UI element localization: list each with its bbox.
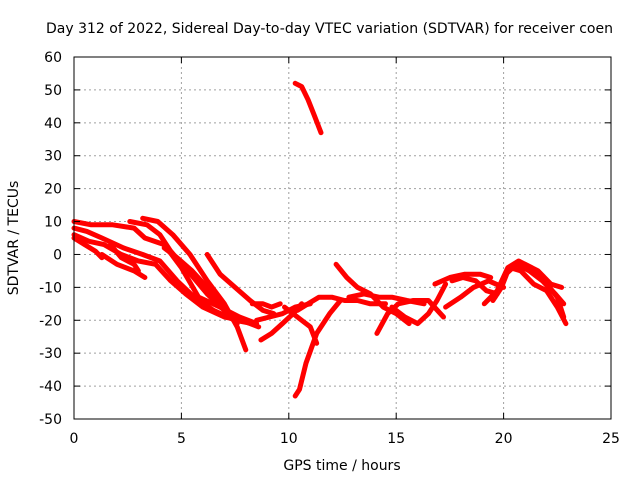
grid-lines	[74, 57, 611, 419]
series-line-arc-04	[71, 235, 105, 261]
x-tick-label: 25	[602, 431, 620, 447]
series-line-arc-27	[507, 265, 569, 327]
x-tick-label: 20	[495, 431, 513, 447]
y-tick-label: 0	[53, 247, 62, 263]
series-line-arc-11	[249, 301, 283, 310]
y-tick-label: 60	[44, 50, 62, 66]
y-tick-label: -10	[39, 280, 62, 296]
x-tick-labels: 0 5 10 15 20 25	[70, 431, 620, 447]
series-line-arc-17	[292, 80, 324, 136]
series-line-arc-21	[389, 281, 449, 327]
data-series	[71, 80, 569, 399]
y-axis-label: SDTVAR / TECUs	[6, 181, 22, 296]
tick-marks	[73, 56, 612, 420]
y-tick-label: -20	[39, 313, 62, 329]
y-tick-label: 50	[44, 83, 62, 99]
y-tick-label: 30	[44, 149, 62, 165]
series-line-arc-06	[108, 242, 141, 274]
x-tick-label: 15	[387, 431, 405, 447]
series-line-arc-24	[449, 275, 500, 297]
series-line-arc-03	[71, 232, 244, 323]
y-tick-label: -40	[39, 379, 62, 395]
y-tick-label: -50	[39, 412, 62, 428]
series-line-arc-22	[432, 271, 494, 287]
y-tick-label: 20	[44, 182, 62, 198]
series-line-arc-09	[161, 245, 240, 327]
x-tick-label: 5	[177, 431, 186, 447]
y-tick-label: 40	[44, 116, 62, 132]
series-line-arc-15	[292, 298, 343, 399]
series-line-arc-23	[443, 278, 507, 310]
y-tick-labels: -50 -40 -30 -20 -10 0 10 20 30 40 50 60	[39, 50, 62, 428]
y-tick-label: 10	[44, 215, 62, 231]
x-tick-label: 0	[70, 431, 79, 447]
series-line-arc-14	[282, 304, 320, 346]
series-line-arc-10	[204, 252, 277, 317]
y-tick-label: -30	[39, 346, 62, 362]
plot-frame	[73, 56, 612, 420]
series-line-arc-16	[294, 294, 388, 313]
x-axis-label: GPS time / hours	[283, 458, 400, 474]
series-line-arc-28	[481, 258, 567, 320]
x-tick-label: 10	[280, 431, 298, 447]
series-line-arc-20	[374, 298, 446, 336]
series-line-arc-05	[99, 252, 148, 280]
chart-title: Day 312 of 2022, Sidereal Day-to-day VTE…	[46, 21, 613, 37]
series-line-arc-07	[127, 219, 262, 330]
